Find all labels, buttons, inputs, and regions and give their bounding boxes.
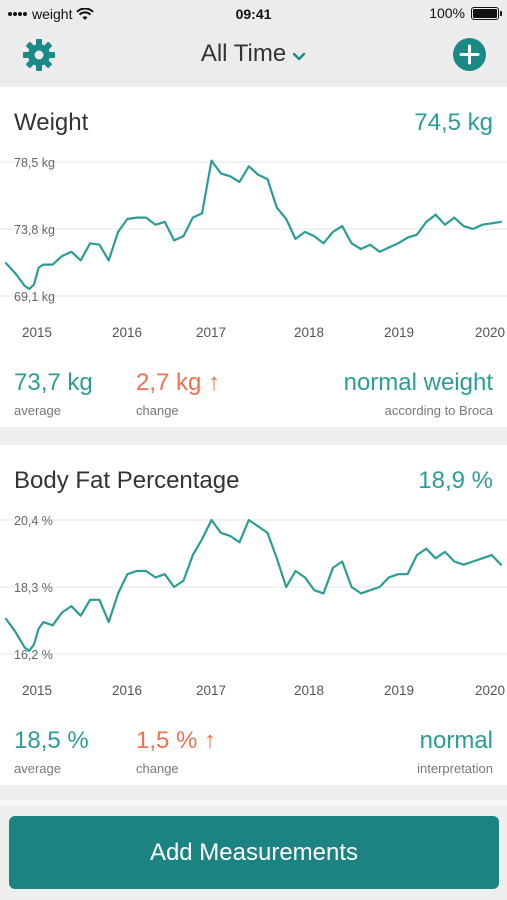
weight-average-value: 73,7 kg [14,369,93,396]
fat-ytick-top: 20,4 % [14,514,53,528]
weight-xtick-2016: 2016 [112,325,142,340]
body-fat-card[interactable]: Body Fat Percentage 18,9 % 20,4 % 18,3 %… [0,445,507,785]
weight-title: Weight [14,109,89,136]
fat-xtick-2017: 2017 [196,683,226,698]
fat-xtick-2016: 2016 [112,683,142,698]
weight-change-value: 2,7 kg ↑ [136,369,221,396]
fat-ytick-mid: 18,3 % [14,581,53,595]
status-bar: weight 09:41 100% [0,0,507,28]
body-fat-change-stat: 1,5 % ↑ change [136,727,216,776]
time-range-selector[interactable]: All Time [0,40,507,69]
fat-xtick-2020: 2020 [475,683,505,698]
signal-dots-icon [8,12,27,16]
weight-average-stat: 73,7 kg average [14,369,93,418]
body-fat-series-line [4,518,503,652]
status-carrier-group: weight [8,6,95,22]
battery-icon [471,6,502,20]
weight-ytick-top: 78,5 kg [14,156,55,170]
weight-xtick-2015: 2015 [22,325,52,340]
status-time: 09:41 [235,6,272,22]
weight-xtick-2017: 2017 [196,325,226,340]
weight-status-label: according to Broca [384,403,493,418]
weight-series-line [4,159,503,290]
next-card-peek [0,800,507,806]
weight-xtick-2020: 2020 [475,325,505,340]
body-fat-status-value: normal [419,727,493,754]
fat-xtick-2015: 2015 [22,683,52,698]
status-battery-group: 100% [429,5,502,21]
body-fat-current-value: 18,9 % [418,467,493,494]
body-fat-change-value: 1,5 % ↑ [136,727,217,754]
carrier-label: weight [32,6,73,22]
gear-icon [23,39,55,71]
body-fat-status-label: interpretation [417,761,493,776]
body-fat-title: Body Fat Percentage [14,467,240,494]
weight-status-stat: normal weight according to Broca [344,369,493,418]
fat-ytick-bottom: 16,2 % [14,648,53,662]
add-entry-button[interactable] [453,38,486,71]
weight-change-stat: 2,7 kg ↑ change [136,369,220,418]
plus-icon [459,44,480,65]
weight-xtick-2018: 2018 [294,325,324,340]
weight-xtick-2019: 2019 [384,325,414,340]
body-fat-chart: 20,4 % 18,3 % 16,2 % 2015 2016 2017 2018… [0,514,507,698]
fat-xtick-2018: 2018 [294,683,324,698]
add-measurements-button[interactable]: Add Measurements [9,816,499,889]
battery-percent: 100% [429,5,465,21]
wifi-icon [76,7,95,20]
weight-change-label: change [136,403,179,418]
time-range-label: All Time [200,40,287,67]
weight-average-label: average [14,403,61,418]
weight-card[interactable]: Weight 74,5 kg 78,5 kg 73,8 kg 69,1 kg 2… [0,87,507,427]
body-fat-average-value: 18,5 % [14,727,89,754]
body-fat-change-label: change [136,761,179,776]
settings-button[interactable] [22,38,56,72]
body-fat-status-stat: normal interpretation [417,727,493,776]
body-fat-average-stat: 18,5 % average [14,727,89,776]
weight-ytick-mid: 73,8 kg [14,223,55,237]
app-header: All Time [0,28,507,84]
chevron-down-icon [292,41,306,69]
fat-xtick-2019: 2019 [384,683,414,698]
weight-ytick-bottom: 69,1 kg [14,290,55,304]
weight-current-value: 74,5 kg [414,109,493,136]
body-fat-average-label: average [14,761,61,776]
weight-status-value: normal weight [343,369,493,396]
weight-chart: 78,5 kg 73,8 kg 69,1 kg 2015 2016 2017 2… [0,156,507,340]
